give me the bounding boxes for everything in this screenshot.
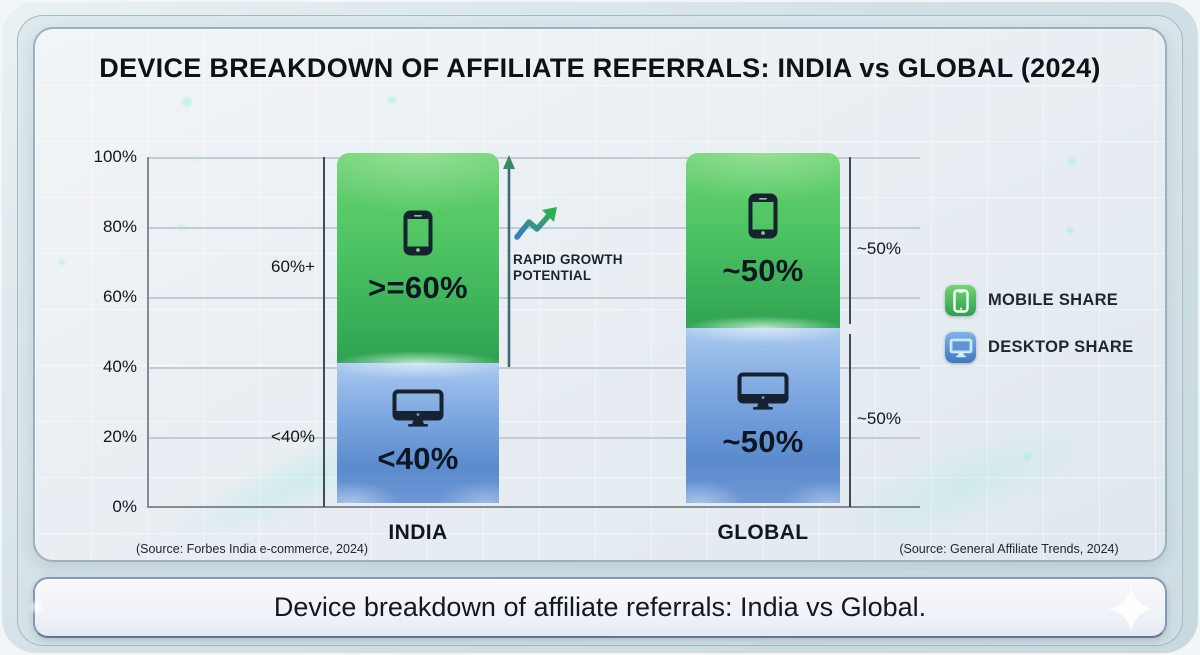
category-label-india: INDIA (388, 521, 448, 544)
sparkle-icon (1107, 585, 1155, 633)
y-tick-60: 60% (102, 287, 137, 306)
gridline-40 (147, 367, 920, 369)
legend-label-desktop: DESKTOP SHARE (988, 338, 1134, 356)
chart-title: DEVICE BREAKDOWN OF AFFILIATE REFERRALS:… (99, 53, 1101, 83)
annotation-global-mobile: ~50% (857, 239, 901, 258)
global-bracket-line-upper (849, 157, 851, 324)
annotation-india-mobile: 60%+ (271, 257, 315, 276)
bar-india-mobile-segment: >=60% (337, 153, 499, 363)
source-india: (Source: Forbes India e-commerce, 2024) (135, 542, 369, 556)
global-bracket-line-lower (849, 334, 851, 507)
bar-value-label: >=60% (368, 270, 468, 305)
category-label-global: GLOBAL (717, 521, 809, 544)
desktop-monitor-icon (737, 372, 789, 415)
chart-card: DEVICE BREAKDOWN OF AFFILIATE REFERRALS:… (33, 27, 1167, 570)
y-tick-100: 100% (93, 147, 137, 166)
glint-decoration (29, 599, 45, 615)
x-axis-line (147, 506, 920, 508)
gridline-20 (147, 437, 920, 439)
legend-item-desktop: DESKTOP SHARE (945, 332, 1133, 363)
smartphone-icon (748, 193, 778, 244)
growth-annotation-line2: POTENTIAL (513, 267, 592, 283)
y-tick-80: 80% (102, 217, 137, 236)
desktop-monitor-icon (392, 389, 444, 432)
annotation-global-desktop: ~50% (857, 409, 901, 428)
bar-value-label: ~50% (722, 423, 804, 459)
growth-annotation-line1: RAPID GROWTH (513, 252, 623, 267)
bar-value-label: ~50% (722, 252, 804, 288)
bar-global: ~50% ~50% (686, 153, 840, 503)
source-global: (Source: General Affiliate Trends, 2024) (899, 542, 1119, 556)
bar-india: >=60% <40% (337, 153, 499, 503)
gridline-60 (147, 297, 920, 299)
upward-arrow-icon (501, 155, 517, 376)
bar-value-label: <40% (377, 441, 459, 476)
caption-bar: Device breakdown of affiliate referrals:… (29, 577, 1167, 638)
bar-india-desktop-segment: <40% (337, 363, 499, 503)
legend-label-mobile: MOBILE SHARE (988, 291, 1119, 309)
mobile-legend-icon (945, 285, 976, 316)
trending-up-icon (513, 205, 561, 250)
y-tick-20: 20% (102, 427, 137, 446)
caption-text: Device breakdown of affiliate referrals:… (273, 592, 927, 622)
gridline-100 (147, 157, 920, 159)
bar-global-desktop-segment: ~50% (686, 328, 840, 503)
bar-global-mobile-segment: ~50% (686, 153, 840, 328)
desktop-legend-icon (945, 332, 976, 363)
y-tick-0: 0% (112, 497, 137, 516)
y-tick-40: 40% (102, 357, 137, 376)
growth-annotation: RAPID GROWTH POTENTIAL (513, 252, 633, 283)
india-bracket-line (323, 157, 325, 507)
smartphone-icon (403, 210, 433, 261)
y-axis-line (147, 157, 149, 507)
legend-item-mobile: MOBILE SHARE (945, 285, 1118, 316)
annotation-india-desktop: <40% (271, 427, 315, 446)
